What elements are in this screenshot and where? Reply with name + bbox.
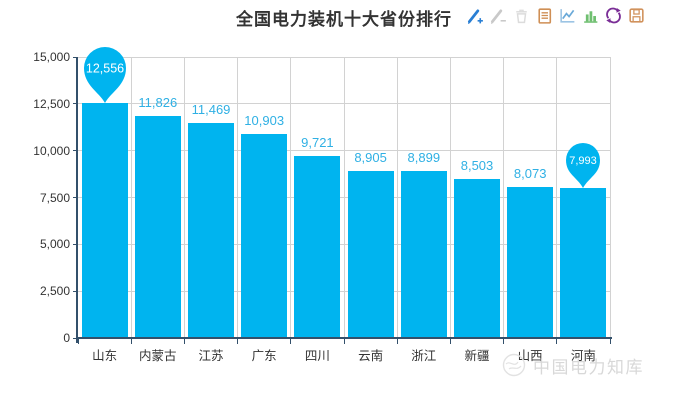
x-gridline xyxy=(609,57,611,338)
bar-新疆[interactable] xyxy=(454,178,500,338)
y-axis-line xyxy=(76,57,78,343)
bar-value-label: 8,503 xyxy=(460,157,494,173)
bar-value-label: 9,721 xyxy=(301,134,334,150)
watermark: 中国电力知库 xyxy=(501,352,644,378)
bar-value-label: 10,903 xyxy=(244,112,285,128)
bar-value-label: 11,826 xyxy=(138,95,178,111)
bar-四川[interactable] xyxy=(294,155,341,338)
watermark-text: 中国电力知库 xyxy=(533,357,644,377)
mark-undo-icon[interactable] xyxy=(488,5,508,25)
plot-area: 0 2,500 5,000 7,500 10,000 12,500 15,000 11,826… xyxy=(33,46,612,363)
x-axis-label-内蒙古: 内蒙古 xyxy=(139,349,177,363)
marker-pin-value: 7,993 xyxy=(570,155,598,167)
save-image-icon[interactable] xyxy=(626,5,646,25)
mark-clear-icon[interactable] xyxy=(511,5,531,25)
line-chart-icon[interactable] xyxy=(557,5,577,25)
x-axis-tick xyxy=(290,339,292,344)
y-axis-tick xyxy=(73,337,78,339)
bar-chart-icon[interactable] xyxy=(580,5,600,25)
bar-河南[interactable] xyxy=(560,188,607,338)
x-gridline xyxy=(503,57,505,338)
x-axis-tick xyxy=(396,339,398,344)
x-gridline xyxy=(556,57,558,338)
x-gridline xyxy=(290,57,292,338)
bar-value-label: 11,469 xyxy=(191,102,231,118)
y-axis-label: 10,000 xyxy=(33,143,70,158)
y-axis-tick xyxy=(73,150,78,152)
x-gridline xyxy=(396,57,398,338)
y-axis-label: 12,500 xyxy=(33,96,70,111)
bar-山东[interactable] xyxy=(81,102,128,338)
x-gridline xyxy=(183,57,185,338)
bar-value-label: 8,899 xyxy=(407,150,441,166)
x-axis-tick xyxy=(237,339,239,344)
watermark-logo-icon xyxy=(502,353,526,377)
y-axis-tick xyxy=(73,103,78,105)
y-axis-tick xyxy=(73,243,78,245)
x-axis-tick xyxy=(343,339,345,344)
marker-pin-山东[interactable]: 12,556 xyxy=(78,46,132,104)
x-axis-label-山东: 山东 xyxy=(92,349,118,363)
chart-toolbar xyxy=(465,5,646,25)
bar-云南[interactable] xyxy=(347,171,394,338)
x-gridline xyxy=(237,57,239,338)
x-axis-tick xyxy=(183,339,185,344)
data-view-icon[interactable] xyxy=(534,5,554,25)
page-title: 全国电力装机十大省份排行 xyxy=(236,10,452,29)
x-axis-label-云南: 云南 xyxy=(358,349,384,363)
x-axis-line xyxy=(76,337,612,339)
x-axis-tick xyxy=(77,339,79,344)
y-axis-tick xyxy=(73,290,78,292)
x-axis-label-河南: 河南 xyxy=(570,349,596,363)
x-axis-label-广东: 广东 xyxy=(251,349,277,363)
y-axis-label: 5,000 xyxy=(39,237,70,252)
y-axis-tick xyxy=(73,197,78,198)
y-axis-label: 15,000 xyxy=(33,50,70,64)
x-axis-tick xyxy=(503,339,505,344)
x-axis-tick xyxy=(556,339,558,344)
x-axis-tick xyxy=(449,339,451,344)
bar-浙江[interactable] xyxy=(400,171,447,338)
bar-广东[interactable] xyxy=(241,133,288,338)
y-axis-tick xyxy=(73,56,78,58)
x-axis-label-四川: 四川 xyxy=(304,349,330,363)
bar-内蒙古[interactable] xyxy=(134,116,181,338)
restore-icon[interactable] xyxy=(603,5,623,25)
bar-value-label: 8,073 xyxy=(513,165,547,181)
bar-江苏[interactable] xyxy=(188,123,234,338)
x-axis-label-江苏: 江苏 xyxy=(198,349,224,363)
y-axis-label: 2,500 xyxy=(39,284,70,299)
y-axis-label: 7,500 xyxy=(39,190,70,205)
x-gridline xyxy=(343,57,345,338)
x-gridline xyxy=(130,57,132,338)
x-axis-tick xyxy=(130,339,132,344)
marker-pin-value: 12,556 xyxy=(85,61,123,75)
x-gridline xyxy=(449,57,451,338)
bar-山西[interactable] xyxy=(507,186,554,338)
bar-value-label: 8,905 xyxy=(354,150,387,166)
mark-icon[interactable] xyxy=(465,5,485,25)
y-axis-label: 0 xyxy=(63,331,70,345)
marker-pin-河南[interactable]: 7,993 xyxy=(561,142,605,189)
x-axis-tick xyxy=(609,339,611,344)
x-axis-label-山西: 山西 xyxy=(517,349,543,363)
x-axis-label-新疆: 新疆 xyxy=(464,349,490,363)
x-axis-label-浙江: 浙江 xyxy=(411,349,437,363)
